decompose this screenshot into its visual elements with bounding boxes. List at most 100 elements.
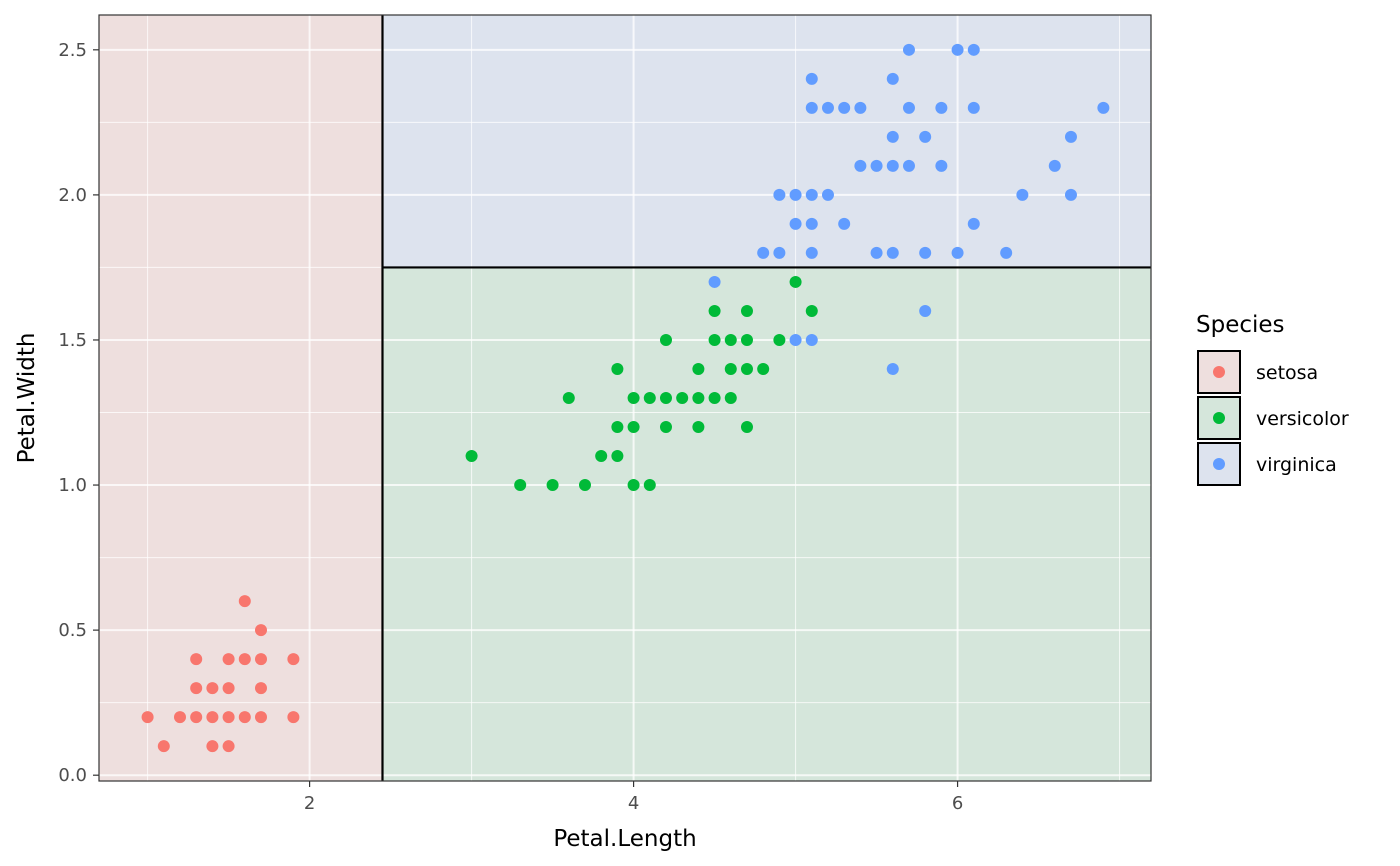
point-setosa: [206, 740, 219, 753]
point-setosa: [222, 653, 235, 666]
legend-label-setosa: setosa: [1256, 362, 1318, 384]
point-virginica: [902, 159, 915, 172]
legend-label-versicolor: versicolor: [1256, 408, 1349, 430]
point-setosa: [287, 711, 300, 724]
point-versicolor: [465, 450, 478, 463]
point-versicolor: [757, 362, 770, 375]
point-virginica: [805, 246, 818, 259]
point-virginica: [805, 217, 818, 230]
y-axis-title: Petal.Width: [14, 333, 40, 464]
decision-boundaries: [381, 15, 1151, 781]
point-setosa: [254, 682, 267, 695]
point-virginica: [1016, 188, 1029, 201]
point-versicolor: [627, 392, 640, 404]
point-virginica: [1064, 188, 1077, 201]
classification-regions: [99, 15, 1152, 781]
point-virginica: [902, 101, 915, 114]
point-virginica: [789, 217, 802, 230]
y-tick-label: 0.5: [58, 620, 87, 641]
point-setosa: [254, 653, 267, 666]
legend-items: setosa versicolor virginica: [1197, 350, 1349, 486]
gridlines: [99, 15, 1151, 781]
point-virginica: [886, 246, 899, 259]
y-tick-label: 2.5: [58, 40, 87, 61]
point-versicolor: [611, 450, 624, 463]
point-versicolor: [627, 479, 640, 492]
point-virginica: [886, 159, 899, 172]
point-virginica: [967, 43, 980, 56]
point-virginica: [935, 159, 948, 172]
point-virginica: [805, 72, 818, 85]
point-virginica: [854, 159, 867, 172]
point-versicolor: [659, 392, 672, 404]
x-tick-label: 4: [628, 793, 639, 814]
point-virginica: [821, 188, 834, 201]
point-setosa: [287, 653, 300, 666]
point-versicolor: [789, 275, 802, 288]
axes: 2 4 6 0.0 0.5 1.0 1.5 2.0 2.5: [58, 40, 963, 814]
point-virginica: [773, 188, 786, 201]
point-setosa: [254, 711, 267, 724]
point-setosa: [190, 711, 203, 724]
point-versicolor: [692, 362, 705, 375]
point-setosa: [222, 711, 235, 724]
point-versicolor: [805, 304, 818, 317]
data-points: [141, 43, 1110, 753]
point-versicolor: [740, 421, 753, 434]
point-setosa: [190, 653, 203, 666]
point-versicolor: [692, 421, 705, 434]
legend-item-virginica: virginica: [1197, 442, 1337, 486]
point-setosa: [190, 682, 203, 695]
point-versicolor: [514, 479, 527, 492]
point-virginica: [919, 246, 932, 259]
point-virginica: [708, 275, 721, 288]
point-setosa: [222, 740, 235, 753]
point-virginica: [838, 101, 851, 114]
point-virginica: [757, 246, 770, 259]
point-versicolor: [595, 450, 608, 463]
point-virginica: [1097, 101, 1110, 114]
point-versicolor: [611, 362, 624, 375]
point-versicolor: [627, 421, 640, 434]
point-setosa: [238, 595, 251, 608]
panel-border: [98, 14, 1152, 782]
point-virginica: [967, 217, 980, 230]
point-versicolor: [740, 304, 753, 317]
point-versicolor: [740, 362, 753, 375]
region-versicolor: [382, 267, 1152, 781]
point-virginica: [838, 217, 851, 230]
point-setosa: [173, 711, 186, 724]
point-versicolor: [546, 479, 559, 492]
point-setosa: [238, 653, 251, 666]
y-tick-label: 1.5: [58, 330, 87, 351]
point-virginica: [1064, 130, 1077, 143]
point-setosa: [254, 624, 267, 637]
legend: Species setosa versicolor virginica: [1196, 312, 1349, 486]
point-setosa: [206, 711, 219, 724]
point-virginica: [821, 101, 834, 114]
point-virginica: [805, 188, 818, 201]
point-versicolor: [708, 392, 721, 404]
point-versicolor: [611, 421, 624, 434]
point-virginica: [935, 101, 948, 114]
point-virginica: [919, 304, 932, 317]
legend-title: Species: [1196, 312, 1285, 338]
legend-label-virginica: virginica: [1256, 454, 1337, 476]
point-versicolor: [724, 333, 737, 346]
y-tick-label: 2.0: [58, 185, 87, 206]
y-tick-label: 1.0: [58, 475, 87, 496]
point-virginica: [886, 72, 899, 85]
point-setosa: [222, 682, 235, 695]
point-virginica: [789, 188, 802, 201]
point-virginica: [870, 246, 883, 259]
region-setosa: [99, 15, 383, 781]
point-versicolor: [643, 392, 656, 404]
point-setosa: [206, 682, 219, 695]
point-virginica: [967, 101, 980, 114]
y-tick-label: 0.0: [58, 765, 87, 786]
point-versicolor: [692, 392, 705, 404]
point-setosa: [157, 740, 170, 753]
point-versicolor: [578, 479, 591, 492]
point-versicolor: [676, 392, 689, 404]
point-versicolor: [708, 333, 721, 346]
